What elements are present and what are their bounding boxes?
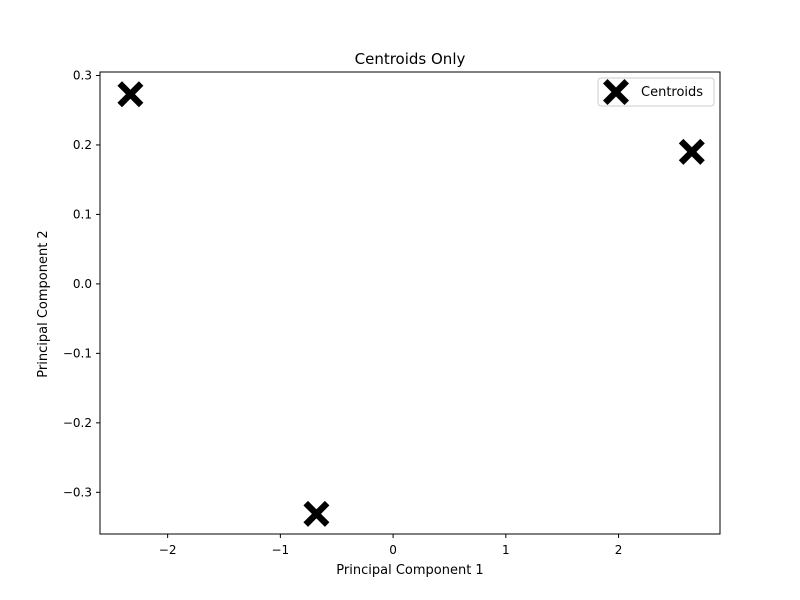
plot-area: −2 −1 0 1 2 −0.3 −0.2 −0.1 0.0 0.1 0.2 0.3 bbox=[63, 68, 721, 557]
legend-label-centroids: Centroids bbox=[641, 85, 703, 100]
data-marks bbox=[117, 81, 705, 527]
legend-x-icon bbox=[603, 79, 629, 105]
x-tick-label: 1 bbox=[502, 543, 510, 557]
y-tick-label: −0.3 bbox=[63, 485, 92, 499]
y-axis-label: Principal Component 2 bbox=[36, 230, 51, 377]
axes-frame bbox=[99, 71, 721, 535]
centroid-marker bbox=[117, 81, 144, 108]
x-tick-label: −1 bbox=[272, 543, 290, 557]
x-tick-label: −2 bbox=[159, 543, 177, 557]
y-tick-label: 0.3 bbox=[73, 68, 92, 82]
chart-title: Centroids Only bbox=[355, 50, 466, 68]
y-tick-label: 0.1 bbox=[73, 207, 92, 221]
y-tick-label: −0.1 bbox=[63, 346, 92, 360]
y-tick-label: −0.2 bbox=[63, 416, 92, 430]
x-tick-label: 2 bbox=[615, 543, 623, 557]
y-tick-label: 0.0 bbox=[73, 277, 92, 291]
x-axis-label: Principal Component 1 bbox=[336, 563, 483, 578]
x-tick-label: 0 bbox=[389, 543, 397, 557]
y-tick-label: 0.2 bbox=[73, 138, 92, 152]
centroid-marker bbox=[303, 500, 330, 527]
centroid-marker bbox=[678, 138, 705, 165]
legend: Centroids bbox=[597, 77, 715, 107]
legend-marker-centroids bbox=[603, 79, 629, 105]
